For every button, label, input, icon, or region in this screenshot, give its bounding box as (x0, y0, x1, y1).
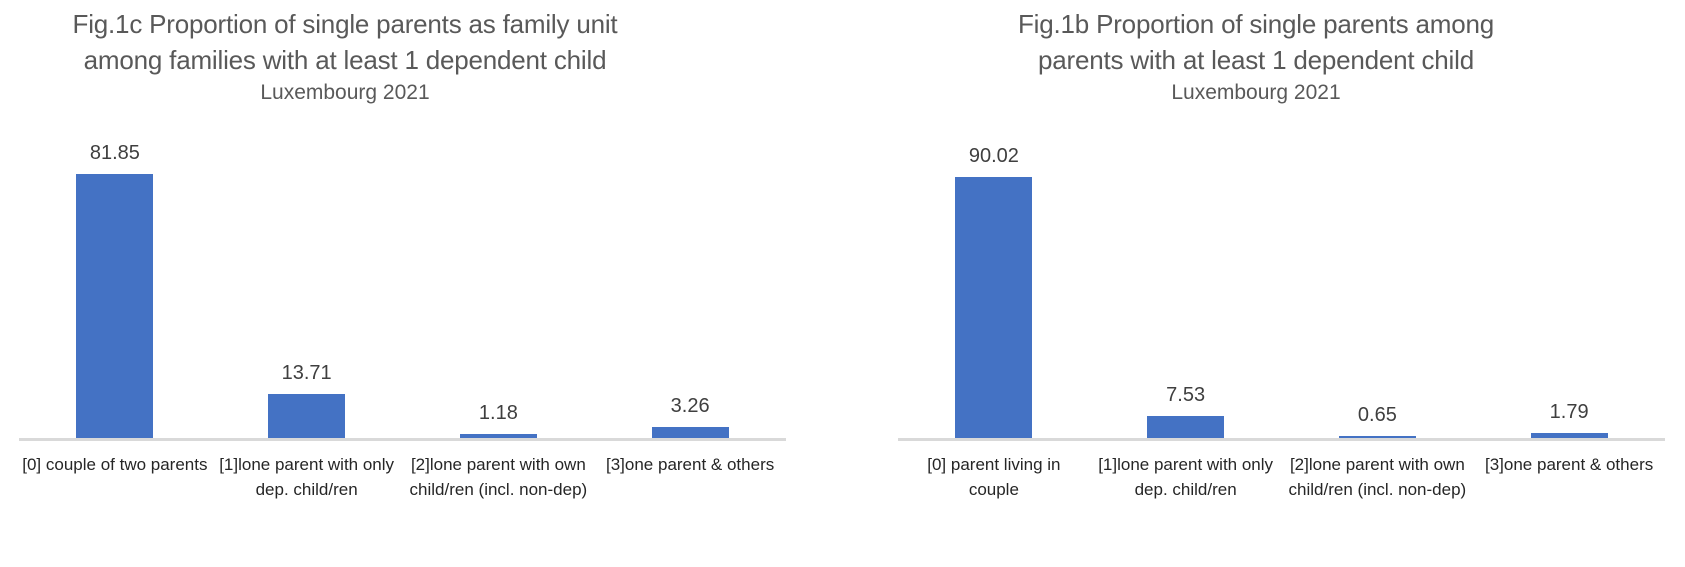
chart-subtitle: Luxembourg 2021 (1171, 81, 1341, 104)
category-axis-label-1: [1]lone parent with only dep. child/ren (1098, 455, 1274, 499)
bar-category-0[interactable] (955, 177, 1033, 438)
category-axis-label-2: [2]lone parent with own child/ren (incl.… (409, 455, 588, 499)
value-label-category-2: 1.18 (478, 402, 518, 424)
value-label-category-0: 81.85 (89, 142, 140, 164)
value-label-category-0: 90.02 (968, 145, 1019, 167)
category-axis-label-1: [1]lone parent with only dep. child/ren (219, 455, 395, 499)
plot-area: 81.85 [0] couple of two parents 13.71 [1]lo… (19, 142, 786, 499)
bar-category-3[interactable] (1530, 433, 1608, 438)
category-axis-label-3: [3]one parent & others (1485, 455, 1654, 474)
chart-title-block: Fig.1b Proportion of single parents amon… (843, 6, 1669, 107)
value-label-category-1: 13.71 (281, 362, 332, 384)
bar-category-2[interactable] (459, 434, 537, 438)
bar-category-1[interactable] (268, 394, 346, 438)
chart-title-line-1: Fig.1c Proportion of single parents as f… (72, 9, 618, 39)
x-axis-line (19, 438, 786, 441)
chart-title-block: Fig.1c Proportion of single parents as f… (0, 6, 690, 107)
bar-category-2[interactable] (1338, 436, 1416, 438)
category-axis-label-0: [0] parent living in couple (927, 455, 1061, 499)
plot-area: 90.02 [0] parent living in couple 7.53 [1]l… (898, 145, 1665, 499)
value-label-category-1: 7.53 (1166, 384, 1206, 406)
x-axis-line (898, 438, 1665, 441)
chart-title-line-2: parents with at least 1 dependent child (1038, 45, 1474, 75)
chart-title-line-2: among families with at least 1 dependent… (83, 45, 607, 75)
bar-category-3[interactable] (651, 427, 729, 438)
category-axis-label-2: [2]lone parent with own child/ren (incl.… (1288, 455, 1467, 499)
chart-fig1c: Fig.1c Proportion of single parents as f… (0, 6, 786, 499)
chart-subtitle: Luxembourg 2021 (260, 81, 430, 104)
chart-fig1b: Fig.1b Proportion of single parents amon… (843, 0, 1685, 567)
value-label-category-3: 3.26 (670, 395, 710, 417)
bar-category-1[interactable] (1147, 416, 1225, 438)
bar-category-0[interactable] (76, 174, 154, 438)
category-axis-label-0: [0] couple of two parents (22, 455, 208, 474)
value-label-category-2: 0.65 (1357, 404, 1397, 426)
category-axis-label-3: [3]one parent & others (606, 455, 775, 474)
value-label-category-3: 1.79 (1549, 401, 1589, 423)
chart-title-line-1: Fig.1b Proportion of single parents amon… (1018, 9, 1494, 39)
